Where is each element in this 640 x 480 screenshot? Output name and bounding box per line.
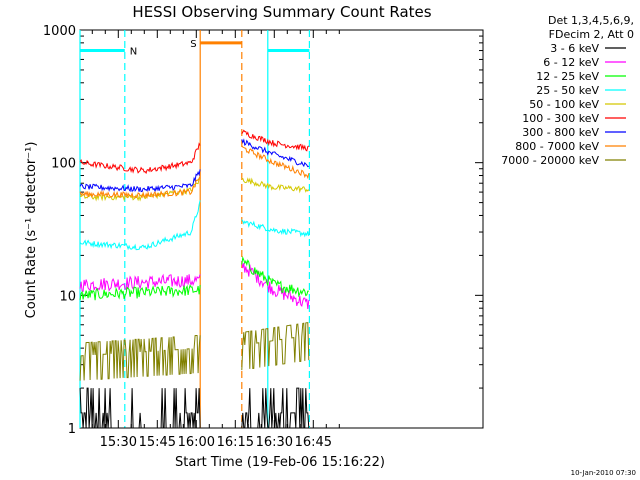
series-line — [79, 175, 201, 199]
series-line — [241, 255, 309, 298]
legend-label: 3 - 6 keV — [550, 42, 599, 55]
y-axis-label: Count Rate (s⁻¹ detector⁻¹) — [24, 142, 39, 319]
series-line — [241, 177, 310, 194]
legend: Det 1,3,4,5,6,9,FDecim 2, Att 03 - 6 keV… — [501, 14, 634, 167]
legend-label: 6 - 12 keV — [543, 56, 599, 69]
series-line — [241, 261, 310, 309]
legend-label: 12 - 25 keV — [536, 70, 599, 83]
annotation-label: N — [130, 47, 137, 58]
x-axis-label: Start Time (19-Feb-06 15:16:22) — [175, 455, 385, 470]
series-line — [79, 169, 201, 194]
series-line — [79, 283, 201, 301]
series-line — [79, 200, 201, 251]
series-line — [241, 129, 310, 152]
x-tick-label: 16:15 — [217, 435, 254, 450]
series-line — [79, 387, 201, 429]
series-line — [79, 273, 201, 293]
annotation-label: S — [190, 39, 196, 50]
series-line — [241, 138, 309, 168]
series-line — [241, 219, 310, 238]
x-tick-label: 15:45 — [139, 435, 176, 450]
series-line — [241, 322, 310, 371]
legend-label: 300 - 800 keV — [522, 126, 599, 139]
series-lines — [79, 129, 310, 429]
legend-label: 100 - 300 keV — [522, 112, 599, 125]
y-tick-label: 100 — [51, 157, 76, 172]
series-line — [79, 142, 201, 175]
y-tick-label: 1000 — [43, 24, 76, 39]
series-line — [79, 335, 201, 381]
x-tick-label: 15:30 — [100, 435, 137, 450]
vertical-markers — [79, 30, 310, 428]
x-tick-label: 16:45 — [295, 435, 332, 450]
annotations: NS — [80, 39, 310, 58]
legend-label: 7000 - 20000 keV — [501, 154, 599, 167]
legend-label: 800 - 7000 keV — [515, 140, 599, 153]
legend-header: FDecim 2, Att 0 — [549, 28, 634, 41]
axis-ticks: 1 10 100 1000 15:30 15:45 16:00 16:15 16:30 16:45 — [43, 24, 483, 450]
chart-title: HESSI Observing Summary Count Rates — [132, 3, 431, 21]
x-tick-label: 16:00 — [178, 435, 215, 450]
series-line — [241, 145, 310, 180]
y-tick-label: 1 — [68, 422, 76, 437]
legend-label: 50 - 100 keV — [529, 98, 599, 111]
legend-header: Det 1,3,4,5,6,9, — [548, 14, 634, 27]
plot-frame — [79, 29, 484, 429]
x-tick-label: 16:30 — [256, 435, 293, 450]
series-line — [241, 387, 310, 429]
footer-timestamp: 10-Jan-2010 07:30 — [571, 469, 636, 477]
legend-label: 25 - 50 keV — [536, 84, 599, 97]
y-tick-label: 10 — [59, 289, 76, 304]
